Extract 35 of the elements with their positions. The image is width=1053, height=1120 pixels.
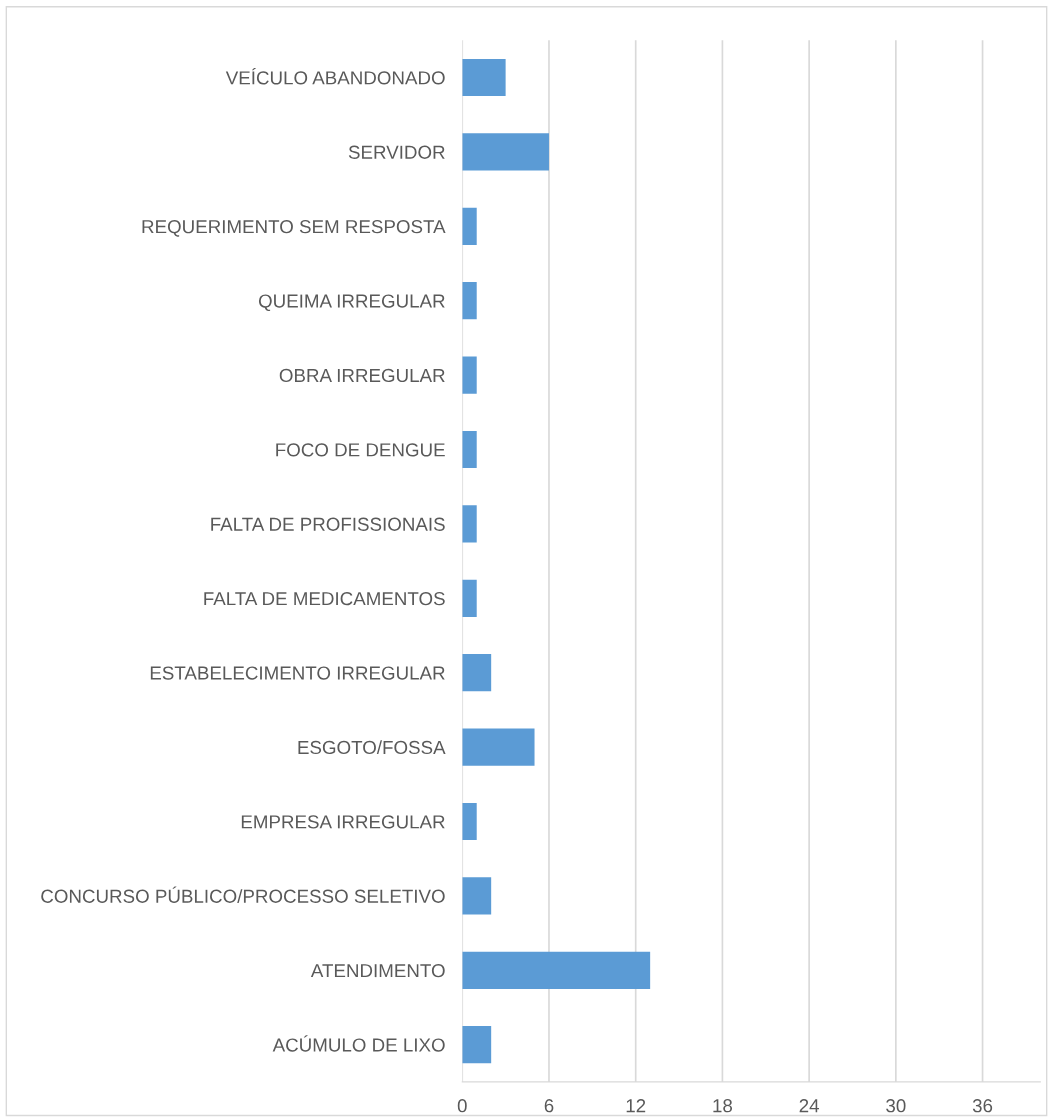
bar [462, 1026, 492, 1064]
y-tick-label: QUEIMA IRREGULAR [258, 294, 445, 312]
y-tick-label: CONCURSO PÚBLICO/PROCESSO SELETIVO [41, 886, 445, 903]
x-tick-label: 0 [457, 1099, 467, 1113]
bar [462, 207, 477, 245]
y-tick-label: OBRA IRREGULAR [279, 368, 445, 383]
bar [462, 579, 477, 617]
x-tick-label: 30 [886, 1099, 906, 1113]
bar [462, 133, 549, 171]
y-tick-label: ACÚMULO DE LIXO [272, 1035, 445, 1052]
y-tick-label: FOCO DE DENGUE [276, 443, 445, 457]
bar [462, 802, 477, 841]
bar [462, 951, 651, 989]
bar [462, 356, 477, 394]
bar [462, 654, 492, 692]
x-tick-label: 18 [713, 1099, 733, 1113]
x-tick-label: 12 [626, 1099, 646, 1113]
y-tick-label: VEÍCULO ABANDONADO [225, 68, 445, 85]
bar [462, 877, 492, 915]
x-tick-label: 6 [544, 1099, 554, 1113]
y-tick-label: ESTABELECIMENTO IRREGULAR [150, 666, 445, 680]
y-tick-label: REQUERIMENTO SEM RESPOSTA [142, 220, 446, 237]
bar [462, 58, 506, 97]
bar [462, 728, 535, 766]
y-tick-label: ESGOTO/FOSSA [298, 740, 446, 755]
bar [462, 430, 477, 469]
bar [462, 282, 477, 320]
y-tick-label: FALTA DE PROFISSIONAIS [211, 517, 445, 531]
x-tick-label: 36 [972, 1099, 993, 1113]
y-tick-label: SERVIDOR [348, 145, 445, 159]
bar [462, 505, 477, 543]
x-tick-label: 24 [799, 1099, 820, 1113]
y-tick-label: EMPRESA IRREGULAR [241, 815, 445, 829]
y-tick-label: ATENDIMENTO [310, 964, 445, 978]
y-tick-label: FALTA DE MEDICAMENTOS [204, 592, 445, 606]
